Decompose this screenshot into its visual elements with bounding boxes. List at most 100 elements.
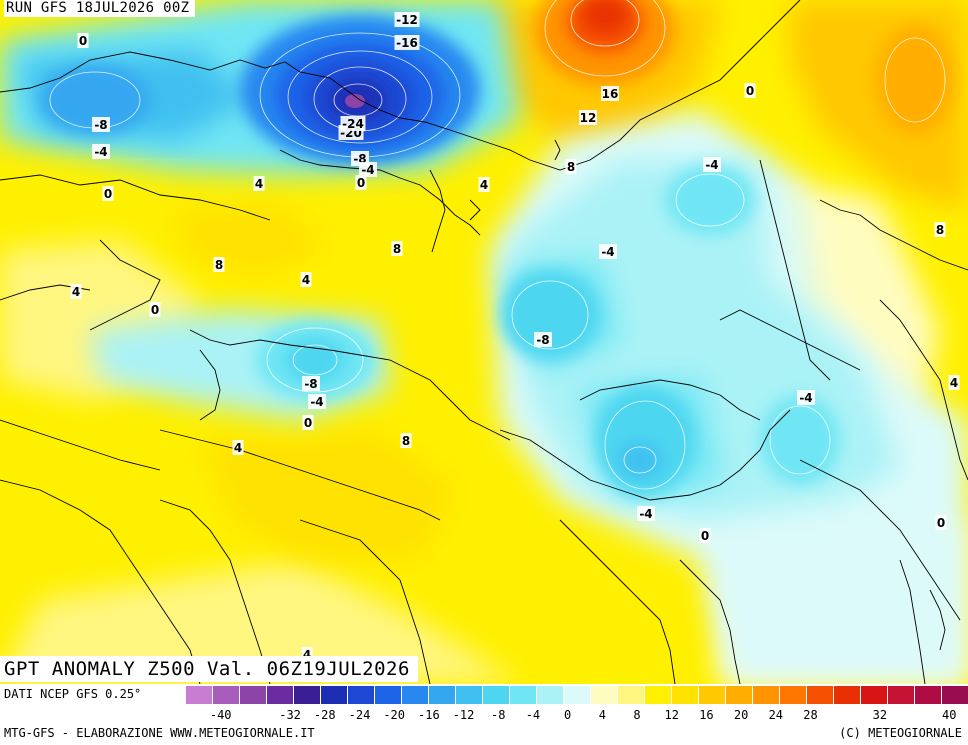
colorbar-swatch bbox=[456, 686, 483, 704]
contour-label: -12 bbox=[396, 13, 418, 27]
contour-label-bg bbox=[77, 33, 89, 48]
contour-label: -4 bbox=[705, 158, 718, 172]
contour-label-bg bbox=[744, 83, 756, 98]
contour-label-bg bbox=[601, 86, 619, 101]
contour-label: 4 bbox=[950, 376, 958, 390]
contour-label: 12 bbox=[580, 111, 597, 125]
anomaly-fill-layer bbox=[0, 0, 968, 684]
colorbar-swatch bbox=[348, 686, 375, 704]
contour-label: -24 bbox=[342, 117, 364, 131]
colorbar-tick-label: -8 bbox=[491, 708, 506, 722]
colorbar-tick-label: 20 bbox=[733, 708, 749, 722]
colorbar-tick-label: -40 bbox=[209, 708, 232, 722]
contour-label-bg bbox=[948, 375, 960, 390]
contour-label: 0 bbox=[304, 416, 312, 430]
contour-label-bg bbox=[102, 186, 114, 201]
colorbar-legend: -40 -32 -28 -24 -20 -16 -12 -8 -4 0 4 8 12 16 20 24 28 32… bbox=[186, 686, 968, 722]
contour-label: -4 bbox=[361, 163, 374, 177]
colorbar-tick-label: 12 bbox=[664, 708, 679, 722]
colorbar-swatch bbox=[240, 686, 267, 704]
contour-label-bg bbox=[308, 394, 326, 409]
contour-label: 4 bbox=[234, 441, 242, 455]
contour-label: 8 bbox=[393, 242, 401, 256]
contour-label: 0 bbox=[151, 303, 159, 317]
colorbar-tick-label: 32 bbox=[872, 708, 888, 722]
contour-label-bg bbox=[534, 332, 552, 347]
colorbar-tick-label: -20 bbox=[383, 708, 405, 722]
contour-label: -8 bbox=[94, 118, 107, 132]
colorbar-tick-label: -24 bbox=[348, 708, 371, 722]
colorbar-swatch bbox=[915, 686, 942, 704]
colorbar-tick-label: 24 bbox=[768, 708, 784, 722]
coastlines-borders bbox=[0, 0, 968, 684]
colorbar-swatch bbox=[726, 686, 753, 704]
colorbar-tick-label: -4 bbox=[525, 708, 541, 722]
contour-label-bg bbox=[300, 272, 312, 287]
contour-label-bg bbox=[213, 257, 225, 272]
colorbar-tick-label: 40 bbox=[942, 708, 957, 722]
contour-label-bg bbox=[149, 302, 161, 317]
contour-label: -4 bbox=[601, 245, 614, 259]
contour-label: 8 bbox=[567, 160, 575, 174]
colorbar-swatch bbox=[645, 686, 672, 704]
contour-label-bg bbox=[565, 159, 577, 174]
contour-label: 4 bbox=[72, 285, 80, 299]
contour-label: 8 bbox=[215, 258, 223, 272]
contour-label-bg bbox=[253, 176, 265, 191]
contour-label: -4 bbox=[310, 395, 323, 409]
colorbar-tick-label: -12 bbox=[452, 708, 475, 722]
contour-label-bg bbox=[699, 528, 711, 543]
contour-label: 0 bbox=[357, 176, 365, 190]
contour-value-labels: 0-12-16-8-4-20-24-8-40161280-4404884-484… bbox=[70, 12, 960, 662]
contour-label-bg bbox=[355, 175, 367, 190]
contour-label: 4 bbox=[303, 648, 311, 662]
map-canvas: 0-12-16-8-4-20-24-8-40161280-4404884-484… bbox=[0, 0, 968, 684]
contour-label-bg bbox=[934, 222, 946, 237]
contour-label: -8 bbox=[304, 377, 317, 391]
colorbar-swatch bbox=[510, 686, 537, 704]
contour-lines bbox=[49, 0, 946, 490]
contour-label: 0 bbox=[79, 34, 87, 48]
colorbar-swatch bbox=[942, 686, 968, 704]
contour-label-bg bbox=[703, 157, 721, 172]
colorbar-swatch bbox=[564, 686, 591, 704]
colorbar-tick-label: 4 bbox=[598, 708, 606, 722]
contour-label-bg bbox=[301, 647, 313, 662]
contour-label: -4 bbox=[639, 507, 652, 521]
colorbar-tick-label: 28 bbox=[803, 708, 818, 722]
credit-left: MTG-GFS - ELABORAZIONE WWW.METEOGIORNALE… bbox=[4, 726, 315, 740]
contour-label: 4 bbox=[255, 177, 263, 191]
colorbar-tick-label: -16 bbox=[418, 708, 440, 722]
contour-label: -8 bbox=[536, 333, 549, 347]
contour-label-bg bbox=[92, 117, 110, 132]
colorbar-swatch bbox=[618, 686, 645, 704]
contour-label: 16 bbox=[602, 87, 619, 101]
colorbar-swatch bbox=[267, 686, 294, 704]
colorbar-swatch bbox=[753, 686, 780, 704]
contour-label: -4 bbox=[799, 391, 812, 405]
colorbar-swatch bbox=[780, 686, 807, 704]
contour-label: 0 bbox=[937, 516, 945, 530]
contour-label-bg bbox=[935, 515, 947, 530]
anomaly-map: 0 -12 -16 -8 -4 -20 -24 -8 -4 0 16 12 8 0 -4 4 0 4 8 8 4 -4 8 4… bbox=[0, 0, 968, 684]
contour-label-bg bbox=[478, 177, 490, 192]
colorbar-tick-label: -32 bbox=[279, 708, 301, 722]
colorbar-tick-label: 16 bbox=[699, 708, 714, 722]
colorbar-swatch bbox=[807, 686, 834, 704]
contour-label: -4 bbox=[94, 145, 107, 159]
contour-label-bg bbox=[302, 376, 320, 391]
colorbar-swatch bbox=[834, 686, 861, 704]
contour-label-bg bbox=[394, 12, 420, 27]
credit-right: (C) METEOGIORNALE bbox=[839, 726, 962, 740]
contour-label: 0 bbox=[104, 187, 112, 201]
run-label: RUN GFS 18JUL2026 00Z bbox=[4, 0, 196, 17]
footer: DATI NCEP GFS 0.25° -40 -32 -28 -24 -20 -16 -1… bbox=[0, 684, 968, 745]
colorbar-tick-label: -28 bbox=[313, 708, 336, 722]
colorbar-swatch bbox=[294, 686, 321, 704]
colorbar-swatch bbox=[861, 686, 888, 704]
contour-label-bg bbox=[797, 390, 815, 405]
colorbar-swatch bbox=[402, 686, 429, 704]
contour-label-bg bbox=[359, 162, 377, 177]
contour-label-bg bbox=[340, 116, 366, 131]
contour-label-bg bbox=[394, 35, 420, 50]
